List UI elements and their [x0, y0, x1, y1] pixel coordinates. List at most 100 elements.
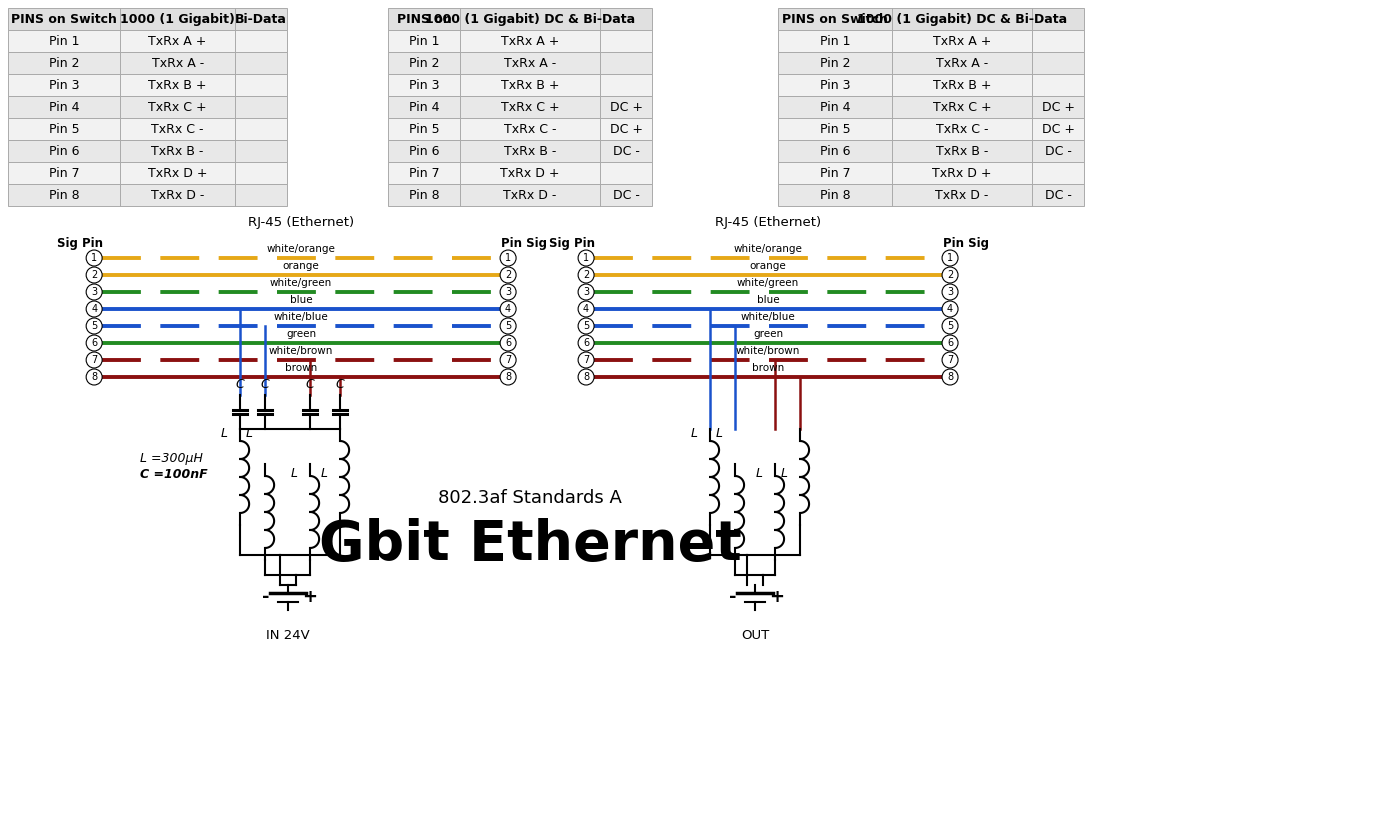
Text: L: L	[320, 467, 327, 481]
Text: white/orange: white/orange	[267, 244, 336, 254]
Text: TxRx A -: TxRx A -	[504, 57, 557, 69]
Text: 5: 5	[583, 321, 589, 331]
Circle shape	[499, 267, 516, 283]
Text: +: +	[302, 588, 318, 606]
Circle shape	[87, 352, 102, 368]
Text: 3: 3	[505, 287, 511, 297]
Text: DC +: DC +	[610, 122, 642, 136]
Text: TxRx A +: TxRx A +	[501, 34, 560, 47]
Text: DC +: DC +	[1041, 122, 1074, 136]
Text: L: L	[755, 467, 762, 481]
Circle shape	[87, 301, 102, 317]
Text: blue: blue	[757, 295, 779, 305]
Bar	[8, 184, 287, 206]
Circle shape	[942, 250, 958, 266]
Text: TxRx B -: TxRx B -	[936, 145, 988, 157]
Text: 3: 3	[583, 287, 589, 297]
Text: Pin 1: Pin 1	[409, 34, 439, 47]
Text: Pin 6: Pin 6	[49, 145, 80, 157]
Text: DC +: DC +	[610, 101, 642, 113]
Text: TxRx B +: TxRx B +	[148, 78, 207, 92]
Text: TxRx D +: TxRx D +	[501, 167, 560, 180]
Text: RJ-45 (Ethernet): RJ-45 (Ethernet)	[715, 216, 821, 228]
Text: TxRx D +: TxRx D +	[932, 167, 992, 180]
Text: Pin 1: Pin 1	[49, 34, 80, 47]
Text: DC -: DC -	[613, 188, 639, 202]
Text: C: C	[306, 378, 315, 391]
Bar	[388, 74, 652, 96]
Text: Pin 5: Pin 5	[409, 122, 439, 136]
Bar	[8, 96, 287, 118]
Bar	[8, 74, 287, 96]
Circle shape	[499, 301, 516, 317]
Circle shape	[942, 267, 958, 283]
Text: TxRx C +: TxRx C +	[501, 101, 560, 113]
Text: orange: orange	[750, 261, 786, 271]
Circle shape	[499, 284, 516, 300]
Text: Pin 5: Pin 5	[49, 122, 80, 136]
Text: Pin 7: Pin 7	[820, 167, 851, 180]
Text: C: C	[260, 378, 270, 391]
Text: TxRx D -: TxRx D -	[936, 188, 989, 202]
Text: TxRx C -: TxRx C -	[936, 122, 988, 136]
Text: C: C	[336, 378, 344, 391]
Text: 1000 (1 Gigabit) DC & Bi-Data: 1000 (1 Gigabit) DC & Bi-Data	[858, 12, 1067, 26]
Text: IN 24V: IN 24V	[266, 629, 309, 642]
Text: 6: 6	[505, 338, 511, 348]
Text: 4: 4	[91, 304, 97, 314]
Text: DC -: DC -	[1045, 188, 1072, 202]
Text: PINS on: PINS on	[397, 12, 452, 26]
Text: Pin 3: Pin 3	[49, 78, 80, 92]
Text: 7: 7	[583, 355, 589, 365]
Text: L: L	[221, 427, 228, 441]
Text: OUT: OUT	[741, 629, 769, 642]
Text: TxRx C -: TxRx C -	[504, 122, 557, 136]
Text: DC +: DC +	[1041, 101, 1074, 113]
Text: Pin 3: Pin 3	[409, 78, 439, 92]
Circle shape	[87, 250, 102, 266]
Text: 4: 4	[583, 304, 589, 314]
Circle shape	[942, 301, 958, 317]
Text: 4: 4	[947, 304, 953, 314]
Text: TxRx A -: TxRx A -	[151, 57, 204, 69]
Text: white/brown: white/brown	[269, 346, 333, 356]
Text: TxRx C +: TxRx C +	[148, 101, 207, 113]
Text: TxRx D +: TxRx D +	[148, 167, 207, 180]
Text: DC -: DC -	[613, 145, 639, 157]
Bar	[388, 140, 652, 162]
Bar	[778, 30, 1084, 52]
Text: 7: 7	[947, 355, 953, 365]
Circle shape	[942, 369, 958, 385]
Text: L: L	[691, 427, 698, 441]
Text: Pin 2: Pin 2	[49, 57, 80, 69]
Text: TxRx B +: TxRx B +	[501, 78, 560, 92]
Bar	[388, 52, 652, 74]
Text: PINS on Switch: PINS on Switch	[11, 12, 118, 26]
Text: L: L	[291, 467, 298, 481]
Bar	[778, 96, 1084, 118]
Text: -: -	[729, 588, 737, 606]
Text: L: L	[781, 467, 788, 481]
Text: Pin 4: Pin 4	[820, 101, 851, 113]
Text: TxRx A +: TxRx A +	[933, 34, 992, 47]
Text: Sig Pin: Sig Pin	[57, 237, 104, 250]
Text: PINS on Switch: PINS on Switch	[782, 12, 888, 26]
Text: 1: 1	[947, 253, 953, 263]
Text: 802.3af Standards A: 802.3af Standards A	[438, 489, 623, 507]
Text: -: -	[262, 588, 270, 606]
Bar	[8, 52, 287, 74]
Text: 8: 8	[91, 372, 97, 382]
Text: L: L	[246, 427, 253, 441]
Circle shape	[499, 352, 516, 368]
Text: TxRx A +: TxRx A +	[148, 34, 207, 47]
Text: C =100nF: C =100nF	[140, 468, 208, 481]
Text: Bi-Data: Bi-Data	[235, 12, 287, 26]
Text: 4: 4	[505, 304, 511, 314]
Circle shape	[578, 250, 595, 266]
Text: white/green: white/green	[270, 278, 332, 288]
Text: +: +	[769, 588, 785, 606]
Bar	[778, 162, 1084, 184]
Bar	[8, 162, 287, 184]
Text: Pin 8: Pin 8	[49, 188, 80, 202]
Text: DC -: DC -	[1045, 145, 1072, 157]
